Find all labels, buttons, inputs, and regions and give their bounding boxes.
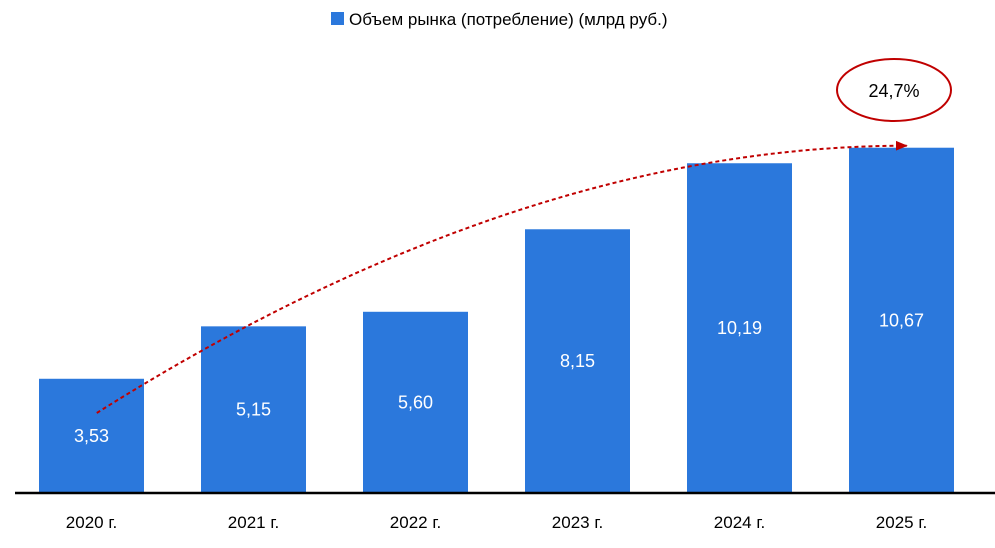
bar-value-label-4: 10,19: [717, 318, 762, 338]
bar-value-label-5: 10,67: [879, 310, 924, 330]
bar-labels-group: 3,53 5,15 5,60 8,15 10,19 10,67: [74, 310, 924, 446]
bar-4: [687, 163, 792, 494]
x-tick-label-3: 2023 г.: [552, 513, 603, 532]
bar-0: [39, 378, 144, 493]
bar-5: [849, 147, 954, 493]
legend-swatch: [331, 12, 344, 25]
x-tick-labels: 2020 г. 2021 г. 2022 г. 2023 г. 2024 г. 2025 …: [66, 513, 927, 532]
annotation-circle: [836, 58, 952, 122]
legend-label: Объем рынка (потребление) (млрд руб.): [349, 10, 668, 29]
trend-arrow: [96, 140, 908, 414]
x-tick-label-5: 2025 г.: [876, 513, 927, 532]
bar-3: [525, 229, 630, 494]
x-tick-label-1: 2021 г.: [228, 513, 279, 532]
bar-value-label-0: 3,53: [74, 426, 109, 446]
x-tick-label-4: 2024 г.: [714, 513, 765, 532]
bar-1: [201, 326, 306, 493]
bar-value-label-3: 8,15: [560, 351, 595, 371]
x-tick-label-2: 2022 г.: [390, 513, 441, 532]
legend: Объем рынка (потребление) (млрд руб.): [331, 10, 668, 29]
bar-value-label-1: 5,15: [236, 400, 271, 420]
bar-2: [363, 311, 468, 493]
x-tick-label-0: 2020 г.: [66, 513, 117, 532]
annotation-text: 24,7%: [868, 81, 919, 101]
bar-value-label-2: 5,60: [398, 392, 433, 412]
bars-group: [39, 147, 954, 494]
